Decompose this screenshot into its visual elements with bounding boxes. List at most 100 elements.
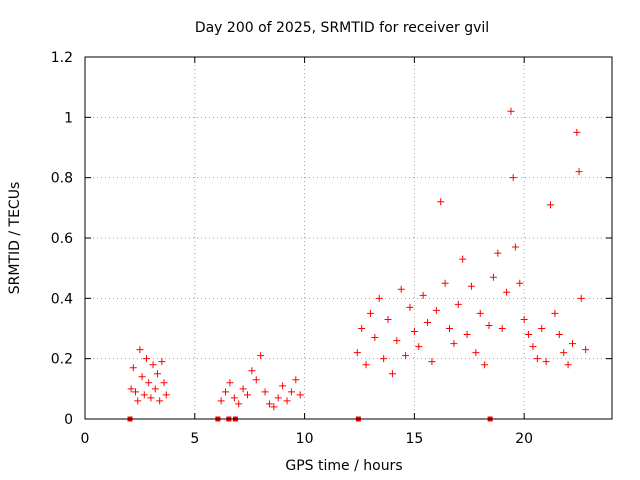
- data-point: [142, 355, 150, 363]
- data-point: [384, 315, 392, 323]
- data-point: [542, 358, 550, 366]
- x-tick-label: 15: [405, 431, 423, 447]
- data-point: [446, 325, 454, 332]
- data-point: [575, 168, 583, 176]
- data-point: [296, 391, 304, 399]
- data-point: [437, 198, 445, 206]
- data-point: [226, 379, 234, 387]
- data-point: [265, 400, 273, 408]
- chart-title: Day 200 of 2025, SRMTID for receiver gvi…: [195, 20, 489, 36]
- x-tick-label: 5: [190, 431, 199, 447]
- data-points: [127, 107, 590, 411]
- data-point: [560, 349, 568, 357]
- data-point: [149, 361, 157, 369]
- data-point: [358, 325, 366, 332]
- data-point: [441, 279, 449, 287]
- data-point: [511, 243, 519, 251]
- data-point: [564, 361, 572, 369]
- data-point: [134, 397, 142, 405]
- y-tick-label: 1: [64, 110, 73, 126]
- data-point: [424, 318, 432, 326]
- data-point: [533, 355, 541, 363]
- data-point: [454, 300, 462, 308]
- data-point: [156, 397, 164, 405]
- data-point: [459, 255, 467, 263]
- data-point: [489, 273, 497, 281]
- x-tick-label: 10: [296, 431, 314, 447]
- data-point: [538, 325, 546, 332]
- data-point: [450, 340, 458, 348]
- data-point: [158, 358, 166, 366]
- data-point: [481, 361, 489, 369]
- data-point: [582, 346, 590, 354]
- data-point: [494, 249, 502, 257]
- data-point: [292, 376, 300, 384]
- y-tick-label: 0.2: [51, 352, 73, 368]
- y-axis-ticks: 0 0.2 0.4 0.6 0.8 1 1.2: [51, 50, 612, 428]
- data-point: [162, 391, 170, 399]
- data-point: [393, 337, 401, 345]
- data-point: [467, 282, 475, 290]
- data-point: [498, 325, 506, 332]
- data-point: [283, 397, 291, 405]
- data-point: [406, 303, 414, 311]
- data-point: [151, 385, 159, 393]
- data-point: [362, 361, 370, 369]
- y-tick-label: 0.6: [51, 231, 73, 247]
- data-point: [463, 331, 471, 339]
- data-point: [270, 403, 278, 411]
- data-point: [397, 285, 405, 293]
- y-tick-label: 0.4: [51, 291, 73, 307]
- data-point: [127, 385, 135, 393]
- data-point: [353, 349, 361, 357]
- data-point: [235, 400, 243, 408]
- y-tick-label: 0: [64, 412, 73, 428]
- data-point: [485, 321, 493, 329]
- data-point: [145, 379, 153, 387]
- x-axis-label: GPS time / hours: [285, 458, 402, 474]
- x-tick-label: 20: [515, 431, 533, 447]
- data-point: [371, 334, 379, 342]
- data-point: [547, 201, 555, 209]
- grid-lines: [85, 57, 612, 419]
- data-point: [577, 294, 585, 302]
- data-point: [568, 340, 576, 348]
- data-point: [287, 388, 295, 396]
- data-point: [136, 346, 144, 354]
- data-point: [516, 279, 524, 287]
- x-tick-label: 0: [81, 431, 90, 447]
- y-tick-label: 1.2: [51, 50, 73, 66]
- data-point: [147, 394, 155, 402]
- data-point: [129, 364, 137, 372]
- y-axis-label: SRMTID / TECUs: [7, 182, 23, 295]
- data-point: [525, 331, 533, 339]
- data-point: [520, 315, 528, 323]
- data-point: [432, 306, 440, 314]
- data-point: [252, 376, 260, 384]
- data-point: [476, 309, 484, 317]
- data-point: [402, 352, 410, 360]
- data-point: [375, 294, 383, 302]
- data-point: [243, 391, 251, 399]
- data-point: [472, 349, 480, 357]
- data-point: [507, 107, 515, 115]
- data-point: [279, 382, 287, 390]
- data-point: [257, 352, 265, 360]
- data-point: [410, 328, 418, 336]
- plot-frame: [84, 56, 613, 420]
- data-point: [415, 343, 423, 351]
- x-axis-ticks: 0 5 10 15 20: [81, 57, 533, 447]
- data-point: [274, 394, 282, 402]
- data-point: [555, 331, 563, 339]
- data-point: [222, 388, 230, 396]
- data-point: [230, 394, 238, 402]
- data-point: [261, 388, 269, 396]
- data-point: [551, 309, 559, 317]
- data-point: [248, 367, 256, 375]
- data-point: [503, 288, 511, 296]
- data-point: [388, 370, 396, 378]
- data-point: [529, 343, 537, 351]
- data-point: [138, 373, 146, 381]
- y-tick-label: 0.8: [51, 171, 73, 187]
